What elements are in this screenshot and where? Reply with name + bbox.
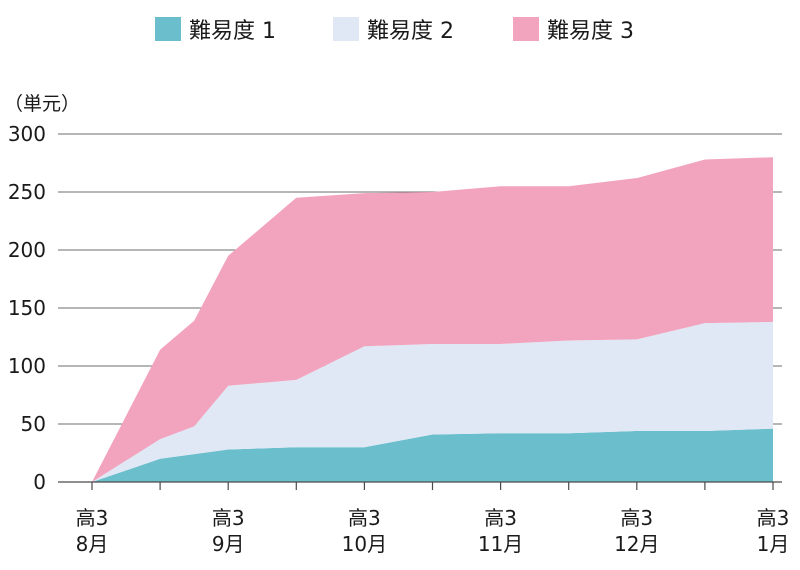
legend-label: 難易度 1 [189, 19, 276, 44]
x-tick-labels: 高3 8月 高3 9月 高3 10月 高3 11月 高3 12月 高3 1月 [76, 506, 790, 556]
area-series-2 [92, 321, 773, 482]
legend-swatch [513, 17, 539, 41]
area-series-1 [92, 428, 773, 482]
y-tick-labels: 0 50 100 150 200 250 300 [8, 122, 46, 494]
x-tick-label: 高3 11月 [478, 506, 523, 556]
y-tick-label: 250 [8, 180, 46, 204]
y-tick-label: 200 [8, 238, 46, 262]
y-tick-label: 100 [8, 354, 46, 378]
x-tick-label: 高3 12月 [614, 506, 659, 556]
y-tick-label: 50 [21, 412, 46, 436]
y-tick-label: 150 [8, 296, 46, 320]
y-axis-unit-label: （単元） [4, 93, 80, 115]
legend-label: 難易度 3 [547, 19, 634, 44]
legend-swatch [333, 17, 359, 41]
x-tick-label: 高3 10月 [342, 506, 387, 556]
x-tick-label: 高3 9月 [212, 506, 245, 556]
legend: 難易度 1 難易度 2 難易度 3 [155, 17, 634, 44]
area-series-3 [92, 157, 773, 482]
x-tick-label: 高3 8月 [76, 506, 109, 556]
axes [58, 481, 782, 490]
x-tick-label: 高3 1月 [757, 506, 790, 556]
area-series [92, 157, 773, 482]
y-tick-label: 0 [33, 470, 46, 494]
y-tick-label: 300 [8, 122, 46, 146]
legend-swatch [155, 17, 181, 41]
legend-label: 難易度 2 [367, 19, 454, 44]
